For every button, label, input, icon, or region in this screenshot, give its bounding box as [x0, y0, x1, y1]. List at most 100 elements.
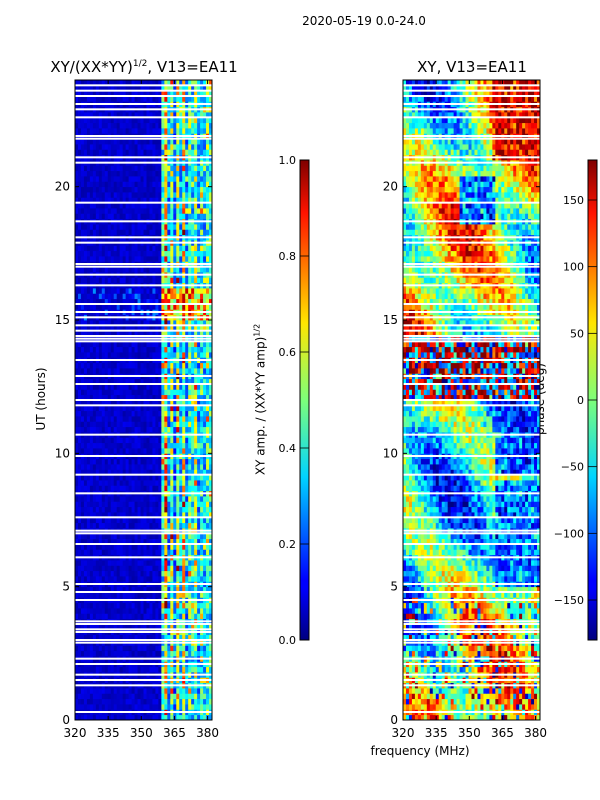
- amp-cell: [110, 421, 115, 428]
- amp-cell: [116, 330, 121, 337]
- amp-cell: [101, 624, 106, 630]
- amp-cell: [176, 165, 180, 172]
- amp-cell: [89, 416, 94, 422]
- amp-cell: [209, 170, 212, 177]
- amp-cell: [152, 266, 156, 273]
- amp-cell: [164, 416, 168, 422]
- amp-cell: [155, 576, 159, 582]
- amp-cell: [101, 346, 106, 353]
- amp-cell: [152, 437, 156, 444]
- amp-cell: [86, 485, 91, 492]
- amp-cell: [80, 512, 85, 518]
- amp-cell: [101, 144, 106, 150]
- amp-cell: [167, 330, 171, 337]
- amp-cell: [75, 389, 79, 396]
- amp-cell: [182, 165, 186, 172]
- amp-cell: [134, 496, 138, 502]
- amp-cell: [92, 229, 97, 236]
- amp-cell: [200, 714, 204, 720]
- amp-cell: [137, 693, 141, 700]
- amp-cell: [137, 533, 141, 540]
- amp-cell: [98, 192, 103, 198]
- amp-cell: [122, 608, 127, 614]
- amp-cell: [128, 714, 132, 720]
- amp-cell: [200, 469, 204, 476]
- amp-cell: [203, 544, 207, 550]
- amp-cell: [134, 586, 138, 593]
- amp-cell: [170, 666, 174, 673]
- amp-cell: [146, 149, 150, 156]
- amp-cell: [98, 624, 103, 630]
- amp-cell: [83, 229, 88, 236]
- amp-cell: [83, 458, 88, 465]
- amp-cell: [75, 442, 79, 449]
- amp-cell: [110, 389, 115, 396]
- amp-cell: [122, 208, 127, 214]
- amp-cell: [101, 698, 106, 705]
- amp-cell: [107, 250, 112, 257]
- amp-cell: [89, 522, 94, 529]
- amp-cell: [206, 352, 210, 358]
- amp-cell: [149, 634, 153, 641]
- amp-cell: [116, 144, 121, 150]
- amp-cell: [122, 458, 127, 465]
- amp-cell: [158, 181, 162, 188]
- amp-cell: [161, 666, 165, 673]
- amp-cell: [86, 442, 91, 449]
- amp-cell: [152, 448, 156, 454]
- amp-cell: [209, 186, 212, 193]
- amp-cell: [146, 650, 150, 657]
- amp-cell: [203, 277, 207, 284]
- amp-cell: [122, 688, 127, 694]
- amp-cell: [182, 549, 186, 556]
- amp-cell: [188, 421, 192, 428]
- amp-cell: [83, 304, 88, 310]
- amp-cell: [101, 538, 106, 545]
- amp-cell: [179, 181, 183, 188]
- amp-cell: [191, 186, 195, 193]
- amp-cell: [182, 181, 186, 188]
- amp-cell: [86, 426, 91, 433]
- amp-cell: [167, 650, 171, 657]
- amp-cell: [83, 277, 88, 284]
- amp-cell: [170, 437, 174, 444]
- amp-cell: [155, 405, 159, 412]
- amp-cell: [137, 352, 141, 358]
- amp-cell: [113, 181, 118, 188]
- amp-cell: [203, 480, 207, 486]
- amp-cell: [119, 464, 124, 470]
- amp-cell: [131, 256, 135, 262]
- amp-cell: [155, 245, 159, 252]
- amp-cell: [197, 714, 201, 720]
- amp-cell: [98, 512, 103, 518]
- amp-cell: [137, 496, 141, 502]
- amp-cell: [104, 549, 109, 556]
- amp-cell: [113, 144, 118, 150]
- amp-cell: [92, 437, 97, 444]
- amp-cell: [152, 165, 156, 172]
- amp-cell: [119, 144, 124, 150]
- amp-cell: [110, 501, 115, 508]
- amp-cell: [128, 586, 132, 593]
- amp-cell: [194, 602, 198, 609]
- amp-cell: [137, 170, 141, 177]
- amp-cell: [86, 298, 91, 305]
- amp-cell: [140, 517, 144, 524]
- amp-cell: [155, 602, 159, 609]
- amp-cell: [188, 192, 192, 198]
- amp-cell: [119, 608, 124, 614]
- amp-cell: [164, 458, 168, 465]
- amp-cell: [146, 202, 150, 209]
- amp-cell: [128, 474, 132, 481]
- amp-cell: [107, 416, 112, 422]
- amp-cell: [128, 384, 132, 390]
- amp-cell: [101, 394, 106, 401]
- amp-cell: [146, 698, 150, 705]
- amp-cell: [83, 197, 88, 204]
- amp-cell: [137, 192, 141, 198]
- amp-cell: [113, 458, 118, 465]
- amp-cell: [164, 378, 168, 385]
- amp-cell: [137, 517, 141, 524]
- amp-cell: [206, 410, 210, 417]
- amp-cell: [80, 645, 85, 652]
